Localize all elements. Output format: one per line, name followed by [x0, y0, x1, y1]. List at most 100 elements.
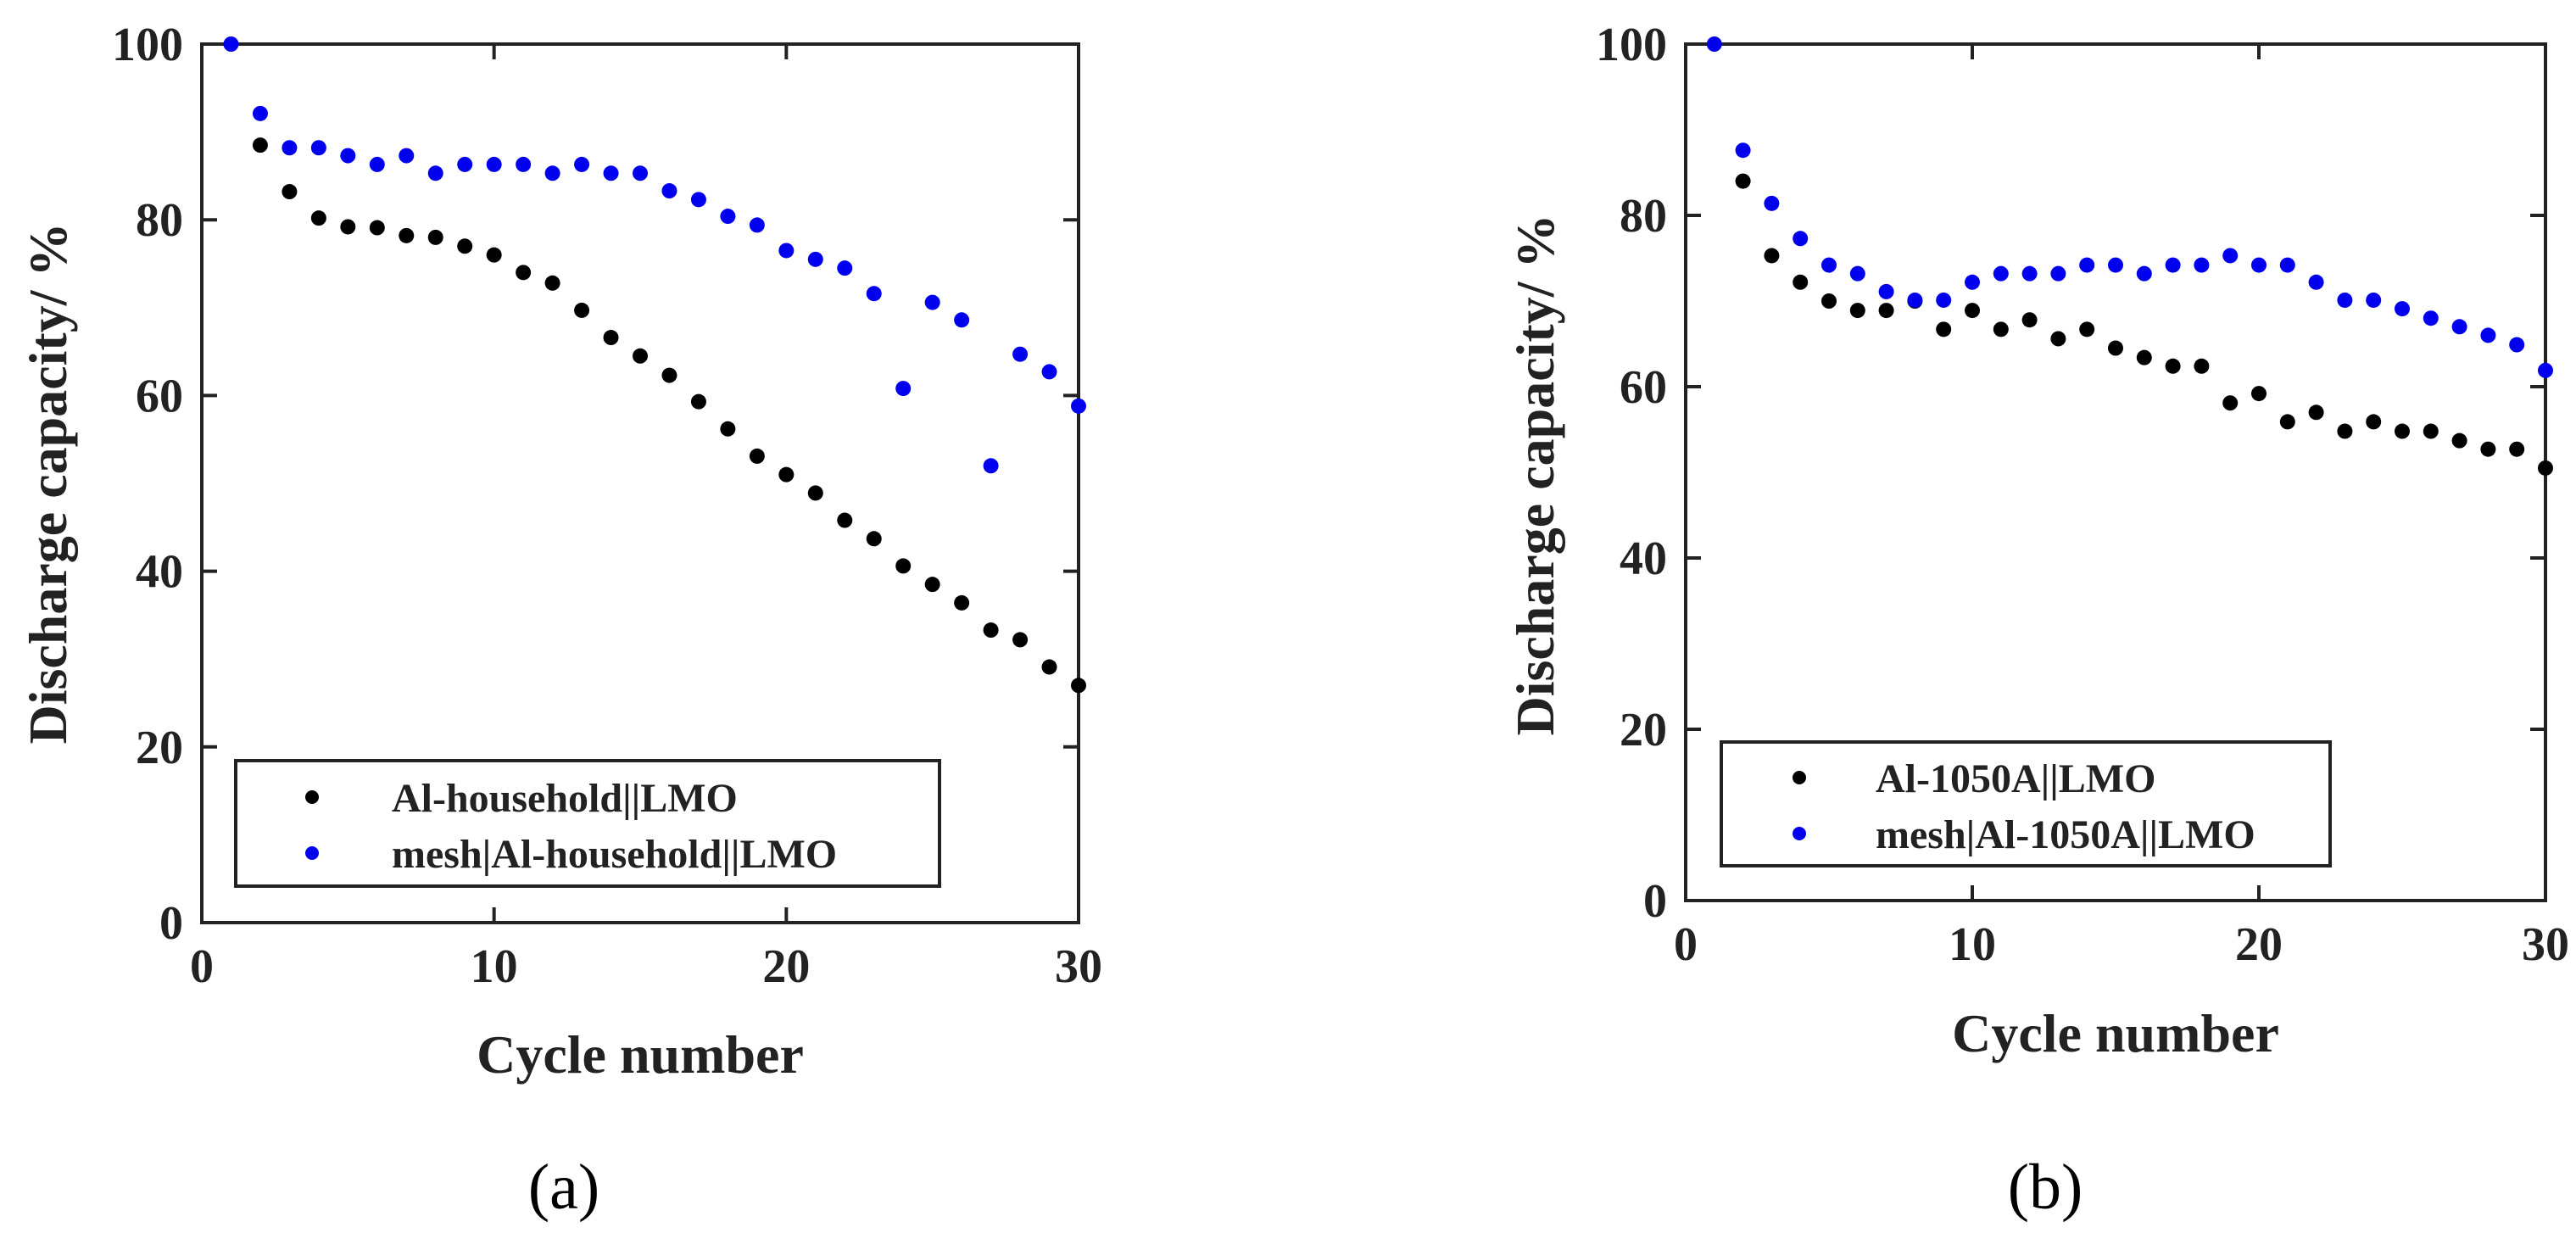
data-point-series-1	[807, 485, 823, 501]
data-point-series-1	[1878, 303, 1894, 319]
data-point-series-1	[2308, 404, 2324, 421]
data-point-series-2	[340, 148, 356, 164]
data-point-series-2	[661, 183, 677, 199]
data-point-series-2	[1878, 283, 1894, 299]
x-tick-label: 10	[1949, 918, 1996, 971]
data-point-series-2	[516, 156, 532, 172]
data-point-series-2	[1821, 257, 1837, 273]
data-point-series-1	[369, 220, 385, 236]
data-point-series-1	[1965, 303, 1980, 319]
data-point-series-1	[2050, 331, 2066, 347]
data-point-series-1	[837, 512, 853, 528]
data-point-series-2	[603, 165, 619, 181]
data-point-series-2	[1907, 292, 1923, 308]
data-point-series-2	[2395, 301, 2410, 317]
data-point-series-1	[1993, 321, 2009, 337]
data-point-series-2	[2251, 257, 2267, 273]
legend-marker-black	[305, 790, 319, 804]
data-point-series-1	[2165, 358, 2181, 374]
x-tick-label: 10	[471, 940, 518, 993]
data-point-series-1	[2366, 414, 2382, 430]
data-point-series-2	[1706, 36, 1722, 52]
data-point-series-1	[1012, 632, 1029, 648]
data-point-series-2	[1965, 274, 1980, 290]
data-point-series-2	[223, 36, 239, 52]
data-point-series-2	[2222, 248, 2239, 264]
data-point-series-2	[2538, 362, 2553, 378]
data-point-series-2	[2079, 257, 2095, 273]
data-point-series-1	[603, 330, 619, 346]
y-tick-label: 40	[1620, 533, 1667, 585]
data-point-series-2	[690, 192, 706, 208]
data-point-series-2	[1764, 195, 1780, 211]
data-point-series-2	[2451, 319, 2467, 335]
data-point-series-1	[895, 558, 912, 574]
data-point-series-1	[690, 393, 706, 410]
x-axis-label: Cycle number	[477, 1024, 804, 1085]
data-point-series-2	[2136, 265, 2152, 282]
x-axis-label: Cycle number	[1952, 1003, 2279, 1063]
legend-label-series-1: Al-household||LMO	[392, 776, 738, 821]
plot-area-frame	[200, 42, 1080, 924]
data-point-series-2	[2480, 327, 2496, 343]
panel-label: (b)	[2008, 1152, 2083, 1223]
data-point-series-2	[457, 156, 473, 172]
legend: Al-household||LMO mesh|Al-household||LMO	[234, 759, 941, 888]
data-point-series-1	[866, 531, 882, 547]
data-point-series-1	[661, 367, 677, 383]
x-tick-label: 0	[190, 940, 214, 993]
legend-label-series-2: mesh|Al-1050A||LMO	[1876, 812, 2255, 857]
data-point-series-2	[369, 156, 385, 172]
data-point-series-2	[2366, 292, 2382, 308]
x-ticks: 0 10 20 30	[1674, 44, 2569, 971]
data-point-series-2	[633, 165, 648, 181]
data-point-series-1	[516, 265, 532, 281]
data-points	[223, 36, 1086, 694]
data-point-series-2	[866, 286, 882, 302]
data-point-series-2	[252, 105, 268, 121]
data-point-series-1	[778, 466, 795, 483]
y-tick-label: 20	[136, 722, 183, 774]
data-point-series-1	[457, 238, 473, 254]
data-point-series-2	[1993, 265, 2009, 282]
data-point-series-2	[1735, 142, 1751, 159]
data-point-series-1	[1764, 248, 1780, 264]
data-point-series-1	[2395, 423, 2410, 439]
y-ticks: 0 20 40 60 80 100	[112, 19, 1079, 950]
data-point-series-2	[778, 243, 795, 259]
y-ticks: 0 20 40 60 80 100	[1596, 19, 2545, 928]
data-point-series-1	[954, 594, 970, 611]
data-point-series-1	[1041, 659, 1057, 675]
data-point-series-1	[1849, 303, 1865, 319]
data-point-series-1	[486, 247, 502, 263]
legend-box	[234, 759, 941, 888]
data-point-series-2	[1012, 346, 1029, 362]
data-point-series-2	[399, 148, 415, 164]
y-tick-label: 100	[1596, 19, 1667, 71]
data-point-series-1	[282, 184, 298, 200]
data-points	[1706, 36, 2553, 476]
y-tick-label: 80	[1620, 190, 1667, 243]
data-point-series-1	[574, 302, 590, 318]
data-point-series-2	[2050, 265, 2066, 282]
data-point-series-1	[2021, 312, 2038, 328]
x-tick-label: 20	[762, 940, 810, 993]
data-point-series-2	[749, 217, 765, 233]
data-point-series-2	[895, 381, 912, 397]
data-point-series-2	[954, 312, 970, 328]
legend-label-series-1: Al-1050A||LMO	[1876, 756, 2155, 801]
data-point-series-2	[1071, 398, 1086, 414]
y-tick-label: 0	[1643, 875, 1667, 928]
y-tick-label: 0	[159, 897, 183, 950]
data-point-series-1	[983, 622, 999, 639]
data-point-series-1	[1821, 293, 1837, 309]
x-tick-label: 30	[1055, 940, 1102, 993]
data-point-series-2	[310, 140, 326, 156]
data-point-series-2	[2337, 292, 2353, 308]
data-point-series-1	[1936, 321, 1952, 337]
data-point-series-2	[807, 251, 823, 267]
data-point-series-2	[574, 156, 590, 172]
x-tick-label: 0	[1674, 918, 1698, 971]
data-point-series-1	[252, 137, 268, 153]
data-point-series-1	[2538, 460, 2553, 476]
